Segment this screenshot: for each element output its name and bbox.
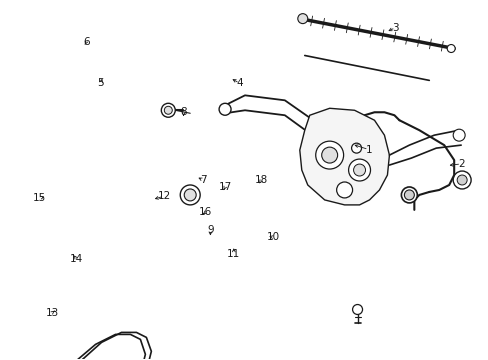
Text: 15: 15 [33, 193, 46, 203]
Circle shape [180, 185, 200, 205]
Circle shape [452, 171, 470, 189]
Text: 16: 16 [199, 207, 212, 217]
Circle shape [184, 189, 196, 201]
Text: 6: 6 [82, 37, 89, 47]
Text: 18: 18 [254, 175, 267, 185]
Text: 17: 17 [218, 182, 231, 192]
Circle shape [164, 106, 172, 114]
Circle shape [161, 103, 175, 117]
Text: 1: 1 [365, 144, 371, 154]
Text: 14: 14 [70, 254, 83, 264]
Circle shape [353, 164, 365, 176]
Text: 9: 9 [206, 225, 213, 235]
Text: 5: 5 [97, 78, 104, 88]
Text: 8: 8 [180, 107, 186, 117]
Text: 3: 3 [391, 23, 398, 33]
Circle shape [452, 129, 464, 141]
Text: 2: 2 [457, 159, 464, 169]
Text: 10: 10 [266, 232, 280, 242]
Circle shape [336, 182, 352, 198]
Text: 7: 7 [200, 175, 206, 185]
Circle shape [447, 45, 454, 53]
Circle shape [456, 175, 466, 185]
Circle shape [404, 190, 413, 200]
Text: 13: 13 [45, 308, 59, 318]
Circle shape [315, 141, 343, 169]
Text: 11: 11 [227, 248, 240, 258]
Circle shape [348, 159, 370, 181]
Circle shape [321, 147, 337, 163]
Circle shape [219, 103, 230, 115]
Circle shape [351, 143, 361, 153]
Circle shape [401, 187, 416, 203]
Circle shape [297, 14, 307, 24]
Text: 12: 12 [157, 191, 170, 201]
Polygon shape [299, 108, 388, 205]
Text: 4: 4 [236, 78, 243, 88]
Circle shape [352, 305, 362, 315]
